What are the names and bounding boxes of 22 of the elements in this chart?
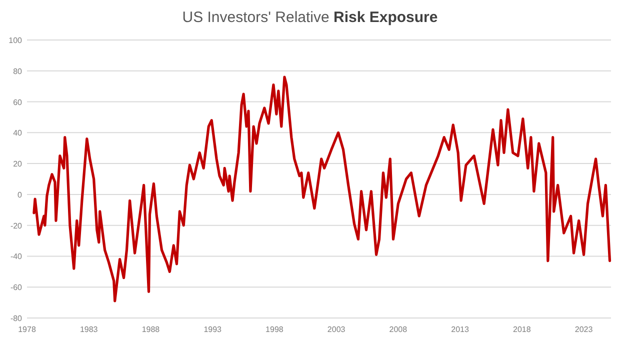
x-tick-label: 1993 — [204, 325, 222, 334]
x-tick-label: 2023 — [574, 325, 594, 334]
y-tick-label: -60 — [10, 283, 23, 292]
y-tick-label: -20 — [10, 221, 23, 230]
y-tick-label: 60 — [13, 98, 23, 107]
y-tick-label: 40 — [13, 128, 23, 138]
chart-title: US Investors' Relative Risk Exposure — [182, 9, 438, 26]
x-tick-label: 1978 — [18, 325, 36, 334]
x-tick-label: 2008 — [389, 325, 408, 334]
x-tick-label: 2013 — [451, 325, 470, 334]
x-tick-label: 2018 — [513, 325, 532, 334]
y-tick-label: 20 — [13, 160, 23, 169]
x-tick-label: 2003 — [327, 325, 346, 334]
y-tick-label: 100 — [8, 36, 23, 45]
y-tick-label: 0 — [18, 190, 23, 200]
x-tick-label: 1983 — [80, 325, 98, 334]
line-series — [32, 76, 612, 302]
y-tick-label: 80 — [13, 66, 23, 76]
y-tick-label: -80 — [10, 314, 23, 323]
y-tick-label: -40 — [10, 252, 23, 262]
x-tick-label: 1998 — [266, 325, 284, 334]
x-tick-label: 1988 — [142, 325, 160, 334]
